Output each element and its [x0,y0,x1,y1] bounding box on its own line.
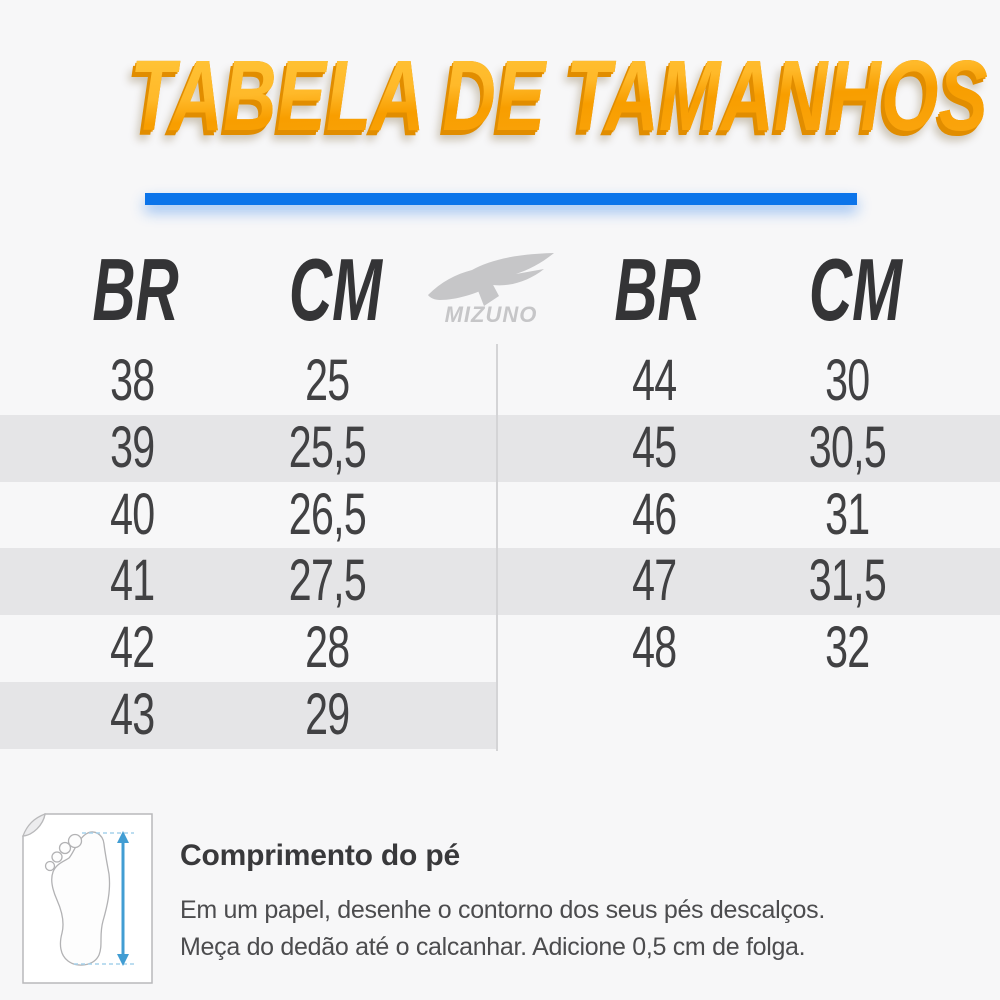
cm-size-cell: 30,5 [808,414,886,480]
size-row: 38 25 44 30 [0,348,1000,415]
table-center-divider [496,344,498,751]
paper-foot-outline-icon [22,813,153,984]
size-table-body: 38 25 44 30 39 25,5 45 30,5 40 26,5 46 31 41 27,5 47 31… [0,348,1000,749]
foot-outline-icon [44,831,111,966]
header-br-right: BR [614,240,701,339]
cm-size-cell: 30 [824,348,870,413]
cm-size-cell: 29 [304,681,350,747]
br-size-cell: 48 [631,615,677,681]
br-size-cell: 46 [631,481,677,547]
cm-size-cell: 31 [824,481,870,547]
size-row: 42 28 48 32 [0,615,1000,682]
br-size-cell: 45 [631,414,677,480]
mizuno-runbird-icon: MIZUNO [427,253,554,327]
size-table-header: BR CM MIZUNO BR CM [0,240,1000,340]
mizuno-wordmark: MIZUNO [444,302,537,327]
instructions-line-2: Meça do dedão até o calcanhar. Adicione … [180,933,806,961]
instructions-heading: Comprimento do pé [180,839,460,872]
cm-size-cell: 31,5 [808,548,886,614]
cm-size-cell: 26,5 [288,481,366,547]
cm-size-cell: 25,5 [288,414,366,480]
cm-size-cell: 32 [824,615,870,681]
size-row: 41 27,5 47 31,5 [0,548,1000,616]
page-title: TABELA DE TAMANHOS TABELA DE TAMANHOS [130,40,988,152]
br-size-cell: 47 [631,548,677,614]
cm-size-cell: 28 [304,615,350,681]
instructions-line-1: Em um papel, desenhe o contorno dos seus… [180,896,826,924]
measure-arrow-icon [74,831,134,966]
measurement-instructions: Comprimento do pé Em um papel, desenhe o… [180,836,940,966]
size-row: 43 29 [0,681,1000,749]
br-size-cell: 43 [109,681,155,747]
cm-size-cell: 25 [304,348,350,413]
title-underline-bar [145,193,857,205]
br-size-cell: 41 [109,548,155,614]
header-cm-right: CM [808,240,902,339]
header-br-left: BR [92,240,179,339]
br-size-cell: 39 [109,414,155,480]
cm-size-cell: 27,5 [288,548,366,614]
br-size-cell: 40 [109,481,155,547]
foot-measurement-illustration [20,812,155,990]
header-cm-left: CM [288,240,382,339]
br-size-cell: 38 [109,348,155,413]
br-size-cell: 42 [109,615,155,681]
size-row: 40 26,5 46 31 [0,482,1000,549]
brand-logo: MIZUNO [387,253,594,327]
br-size-cell: 44 [631,348,677,413]
size-row: 39 25,5 45 30,5 [0,414,1000,482]
page-title-shadow: TABELA DE TAMANHOS [130,40,988,152]
